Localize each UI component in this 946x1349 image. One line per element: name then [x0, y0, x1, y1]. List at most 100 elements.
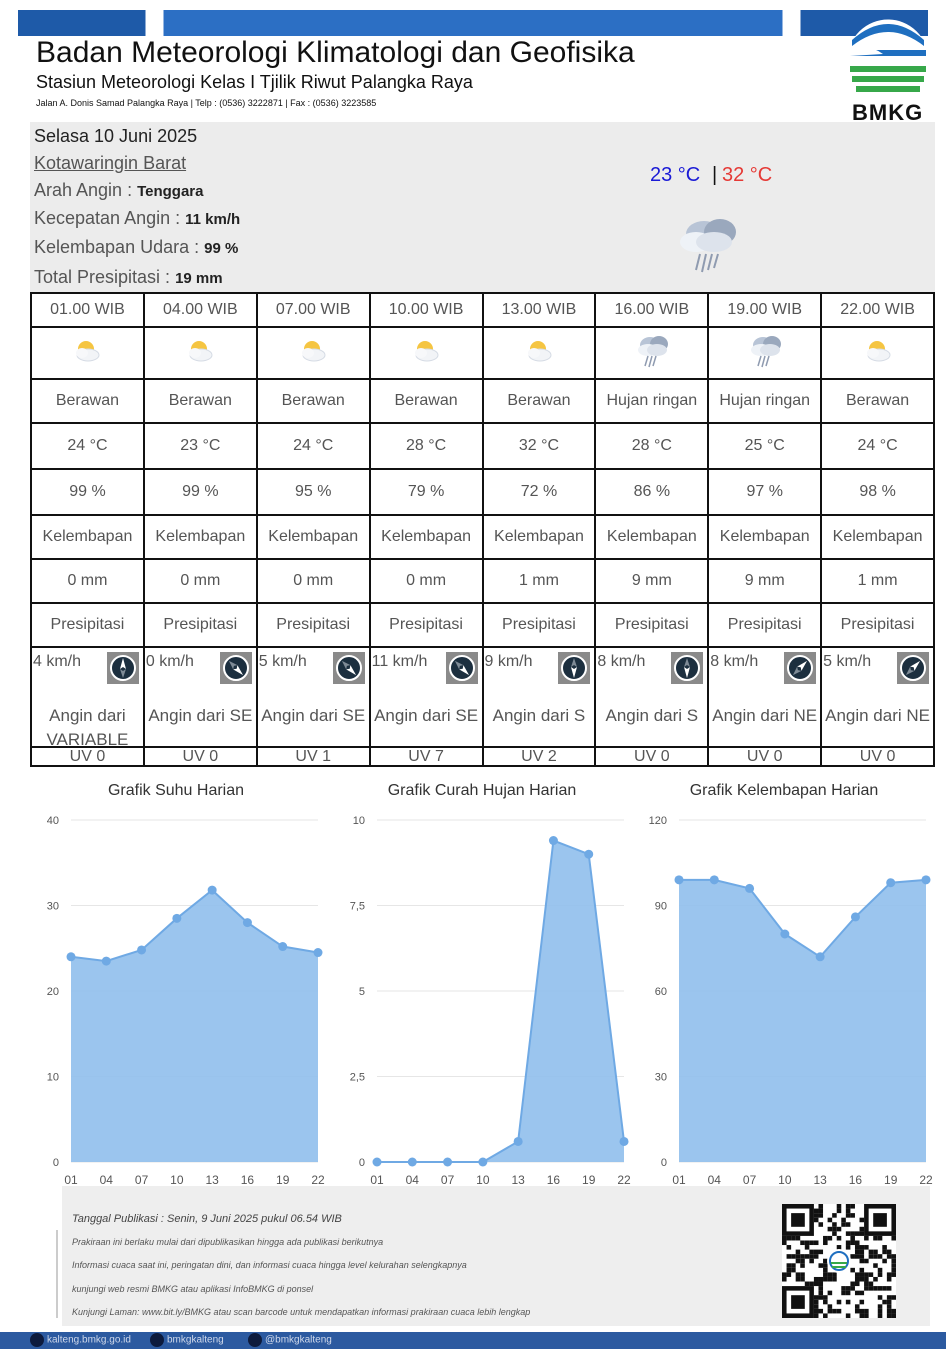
instagram-link[interactable]: @bmkgkalteng — [248, 1333, 332, 1347]
x-tick-label: 01 — [370, 1173, 384, 1187]
uv-index: UV 2 — [481, 746, 597, 767]
forecast-wind: 0 km/h Angin dari SE — [142, 646, 258, 748]
forecast-precip: 0 mm — [142, 558, 258, 604]
series-line — [679, 878, 927, 959]
wind-speed: 4 km/h — [33, 653, 82, 670]
wind-direction: Angin dari SE — [374, 706, 479, 725]
uv-index: UV 0 — [707, 746, 823, 767]
humidity-label: Kelembapan — [481, 514, 597, 560]
footer: Tanggal Publikasi : Senin, 9 Juni 2025 p… — [56, 1186, 930, 1326]
forecast-condition: Berawan — [820, 378, 935, 424]
data-point — [584, 849, 594, 859]
forecast-icon-cell — [594, 326, 710, 380]
footer-divider — [56, 1230, 58, 1318]
data-point — [674, 875, 684, 885]
x-tick-label: 19 — [884, 1173, 898, 1187]
y-tick-label: 120 — [649, 815, 667, 827]
y-tick-label: 2,5 — [350, 1072, 365, 1084]
rainfall-chart-plot: 0 2,5 5 7,5 10 01 04 07 10 13 16 19 22 — [350, 815, 631, 1187]
rain-cloud-icon — [680, 219, 736, 273]
temp-max: 32 °C — [722, 164, 773, 186]
bmkg-logo-icon — [847, 19, 929, 101]
globe-icon — [30, 1333, 44, 1347]
forecast-date: Selasa 10 Juni 2025 — [34, 126, 198, 146]
logo-text: BMKG — [852, 100, 924, 125]
wind-direction: Angin dari VARIABLE — [46, 706, 129, 749]
forecast-time: 07.00 WIB — [255, 292, 371, 328]
compass-icon — [219, 652, 252, 684]
precip-label: Presipitasi — [481, 602, 597, 648]
forecast-condition: Berawan — [255, 378, 371, 424]
rainfall-chart: Grafik Curah Hujan Harian 0 2,5 5 7,5 10 01 04… — [332, 778, 632, 1188]
wind-speed: 5 km/h — [258, 653, 307, 670]
forecast-wind: 5 km/h Angin dari NE — [820, 646, 935, 748]
humidity-chart: Grafik Kelembapan Harian 0 30 60 90 120 01 04 0… — [634, 778, 934, 1188]
precip-label: Presipitasi — [142, 602, 258, 648]
y-tick-label: 20 — [47, 986, 59, 998]
humidity-label: Kelembapan — [368, 514, 484, 560]
x-tick-label: 07 — [743, 1173, 757, 1187]
top-banner — [0, 0, 946, 38]
compass-icon — [332, 652, 365, 684]
y-tick-label: 30 — [47, 901, 59, 913]
chart-title: Grafik Curah Hujan Harian — [387, 782, 577, 799]
wind-direction: Angin dari SE — [148, 706, 253, 725]
partly-cloudy-icon — [527, 340, 552, 361]
wind-speed: 11 km/h — [371, 653, 428, 670]
compass-icon — [106, 652, 139, 684]
x-tick-label: 04 — [406, 1173, 420, 1187]
x-tick-label: 07 — [441, 1173, 455, 1187]
forecast-humidity: 97 % — [707, 468, 823, 516]
area-series — [71, 890, 318, 1162]
x-tick-label: 22 — [617, 1173, 631, 1187]
uv-index: UV 7 — [368, 746, 484, 767]
qr-code-icon[interactable] — [782, 1204, 896, 1318]
data-point — [101, 956, 111, 966]
forecast-humidity: 99 % — [142, 468, 258, 516]
forecast-humidity: 79 % — [368, 468, 484, 516]
y-tick-label: 60 — [655, 986, 667, 998]
data-point — [513, 1136, 523, 1146]
forecast-precip: 1 mm — [820, 558, 935, 604]
wind-direction: Angin dari NE — [825, 706, 930, 725]
air-humidity: Kelembapan Udara : 99 % — [34, 237, 239, 257]
location-link[interactable]: Kotawaringin Barat — [34, 153, 187, 173]
forecast-wind: 5 km/h Angin dari SE — [255, 646, 371, 748]
forecast-temp: 24 °C — [255, 422, 371, 470]
instagram-icon — [248, 1333, 262, 1347]
precip-label: Presipitasi — [30, 602, 145, 648]
total-precipitation: Total Presipitasi : 19 mm — [34, 267, 223, 287]
forecast-temp: 25 °C — [707, 422, 823, 470]
chart-title: Grafik Suhu Harian — [107, 782, 245, 799]
data-point — [407, 1157, 417, 1167]
humidity-chart-plot: 0 30 60 90 120 01 04 07 10 13 16 19 22 — [649, 815, 933, 1187]
uv-index: UV 0 — [820, 746, 935, 767]
x-tick-label: 04 — [708, 1173, 722, 1187]
precip-label: Presipitasi — [594, 602, 710, 648]
forecast-time: 19.00 WIB — [707, 292, 823, 328]
forecast-humidity: 98 % — [820, 468, 935, 516]
forecast-icon-cell — [707, 326, 823, 380]
data-point — [886, 878, 896, 888]
compass-icon — [671, 652, 704, 684]
series-line — [70, 888, 319, 963]
data-point — [313, 948, 323, 958]
forecast-humidity: 95 % — [255, 468, 371, 516]
bottom-bar: kalteng.bmkg.go.id bmkgkalteng @bmkgkalt… — [0, 1332, 946, 1349]
website-link[interactable]: kalteng.bmkg.go.id — [30, 1333, 131, 1347]
uv-index: UV 0 — [30, 746, 145, 767]
partly-cloudy-icon — [866, 340, 891, 361]
wind-direction: Angin dari S — [492, 706, 586, 725]
compass-icon — [445, 652, 478, 684]
wind-direction: Angin dari SE — [261, 706, 366, 725]
uv-index: UV 0 — [594, 746, 710, 767]
wind-speed: 9 km/h — [484, 653, 533, 670]
forecast-wind: 4 km/h Angin dari VARIABLE — [30, 646, 145, 749]
wind-direction: Angin dari S — [605, 706, 699, 725]
forecast-icon-cell — [255, 326, 371, 380]
facebook-icon — [150, 1333, 164, 1347]
x-tick-label: 13 — [511, 1173, 525, 1187]
facebook-link[interactable]: bmkgkalteng — [150, 1333, 224, 1347]
agency-title: Badan Meteorologi Klimatologi dan Geofis… — [36, 36, 635, 69]
forecast-humidity: 86 % — [594, 468, 710, 516]
